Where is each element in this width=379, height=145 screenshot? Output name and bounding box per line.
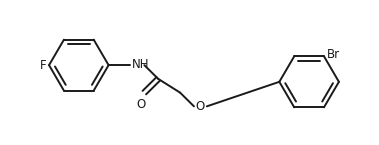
Text: F: F bbox=[39, 59, 46, 72]
Text: O: O bbox=[195, 100, 204, 113]
Text: O: O bbox=[137, 97, 146, 110]
Text: Br: Br bbox=[327, 48, 340, 61]
Text: NH: NH bbox=[132, 58, 149, 71]
